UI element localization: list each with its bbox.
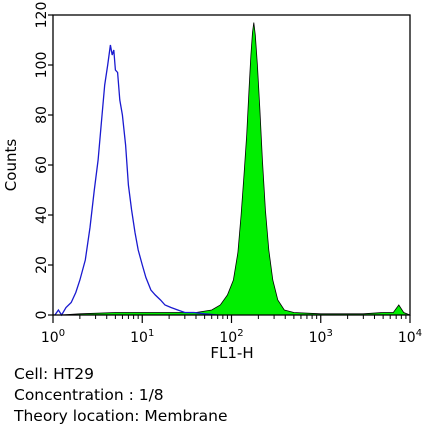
outline-histogram-series — [54, 44, 218, 317]
y-tick-label: 60 — [34, 156, 50, 174]
y-tick-label: 40 — [34, 206, 50, 224]
x-tick-label: 102 — [219, 328, 243, 346]
filled-histogram-series — [60, 22, 411, 316]
plot-frame — [52, 14, 411, 316]
x-tick-label: 101 — [130, 328, 154, 346]
plot-area — [54, 22, 411, 317]
caption-cell: Cell: HT29 — [14, 365, 94, 383]
x-axis-label: FL1-H — [210, 344, 253, 362]
x-tick-label: 104 — [398, 328, 422, 346]
y-tick-label: 20 — [34, 256, 50, 274]
axes: 0 20 40 60 80 100 120 100 101 102 103 104 — [34, 2, 422, 346]
y-tick-label: 100 — [34, 52, 50, 79]
y-axis-label: Counts — [2, 139, 20, 192]
histogram-chart: 0 20 40 60 80 100 120 100 101 102 103 104 FL1-H Cou… — [2, 2, 422, 362]
x-tick-label: 103 — [309, 328, 333, 346]
caption-location: Theory location: Membrane — [14, 407, 228, 425]
y-tick-label: 0 — [34, 311, 50, 320]
x-tick-label: 100 — [41, 328, 65, 346]
caption-concentration: Concentration : 1/8 — [14, 386, 164, 404]
y-tick-label: 80 — [34, 106, 50, 124]
y-tick-label: 120 — [34, 2, 50, 29]
